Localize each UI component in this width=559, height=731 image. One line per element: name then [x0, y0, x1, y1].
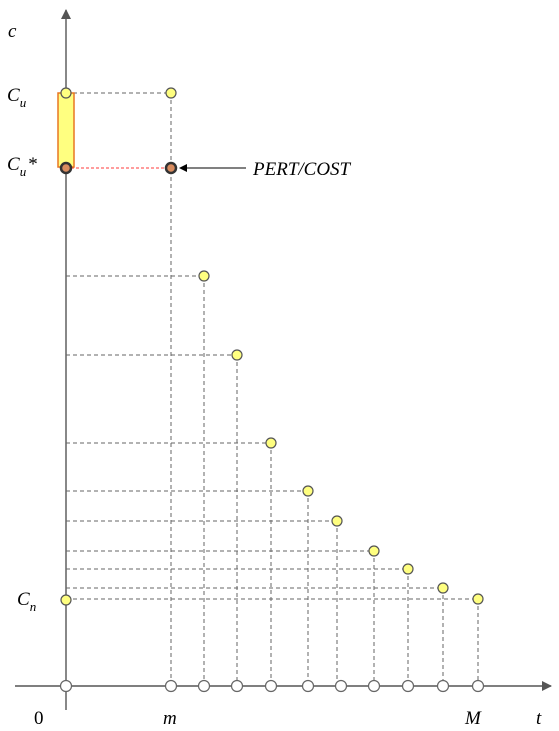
- m-label: m: [163, 708, 177, 729]
- y-axis-label: c: [8, 21, 17, 42]
- pert-cost-label: PERT/COST: [252, 159, 352, 180]
- guide-lines: [66, 92, 479, 686]
- axis-point: [436, 679, 450, 693]
- pert-cost-point: [164, 161, 178, 175]
- axis-point: [367, 679, 381, 693]
- stair-point: [331, 515, 343, 527]
- axis-point: [164, 679, 178, 693]
- stair-point: [265, 437, 277, 449]
- cn-label: Cn: [17, 589, 36, 614]
- cu-star-label-sub: u: [20, 164, 27, 179]
- cn-point: [60, 594, 72, 606]
- axis-point: [59, 679, 73, 693]
- max-m-label: M: [464, 708, 482, 729]
- cn-label-sub: n: [30, 599, 37, 614]
- stair-point: [368, 545, 380, 557]
- cu-star-label-main: C: [7, 154, 20, 175]
- stair-point: [402, 563, 414, 575]
- cu-label: Cu: [7, 85, 27, 110]
- cu-m-point: [165, 87, 177, 99]
- stair-point: [472, 593, 484, 605]
- cu-label-main: C: [7, 85, 20, 106]
- stair-point: [437, 582, 449, 594]
- axis-point: [264, 679, 278, 693]
- data-points: [59, 87, 485, 693]
- x-axis-label: t: [536, 708, 542, 729]
- axis-point: [401, 679, 415, 693]
- cu-label-sub: u: [20, 95, 27, 110]
- cu-star-point: [59, 161, 73, 175]
- axis-point: [334, 679, 348, 693]
- axis-point: [230, 679, 244, 693]
- cost-range-bar: [57, 92, 75, 168]
- axis-point: [471, 679, 485, 693]
- stair-point: [231, 349, 243, 361]
- stair-point: [198, 270, 210, 282]
- cu-star-label: Cu *: [7, 154, 38, 179]
- cu-star-label-mark: *: [28, 154, 38, 175]
- origin-label: 0: [34, 708, 44, 729]
- cu-point: [60, 87, 72, 99]
- axis-point: [301, 679, 315, 693]
- cn-label-main: C: [17, 589, 30, 610]
- stair-point: [302, 485, 314, 497]
- axis-point: [197, 679, 211, 693]
